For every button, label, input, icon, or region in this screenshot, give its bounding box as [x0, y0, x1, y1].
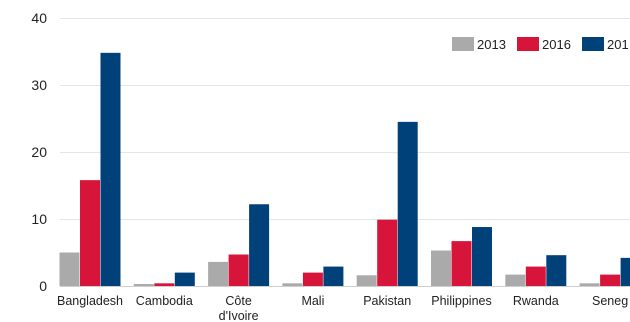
x-category-label: Mali [301, 294, 324, 308]
bar-2013-seneg [579, 283, 600, 286]
bar-201-pakistan [397, 121, 418, 286]
bar-201-cambodia [174, 272, 195, 286]
x-axis-category-labels: Bangladesh Cambodia Côte d'Ivoire Mali Pakist… [57, 294, 628, 322]
legend-label-2016: 2016 [542, 37, 571, 52]
bar-2013-pakistan [356, 275, 377, 286]
y-tick-label: 0 [39, 278, 47, 294]
bar-201-philippines [472, 227, 492, 286]
bar-2013-rwanda [505, 274, 526, 286]
bar-2013-c-te-d-ivoire [208, 261, 229, 286]
y-tick-label: 10 [31, 211, 47, 227]
bars [59, 52, 630, 287]
x-category-label-line: d'Ivoire [219, 309, 259, 322]
legend-label-201: 201 [607, 37, 629, 52]
legend-swatch-2013 [452, 37, 474, 51]
x-category-label: Bangladesh [57, 294, 123, 308]
bar-2016-seneg [600, 274, 621, 286]
y-axis-tick-labels: 0 10 20 30 40 [31, 10, 47, 294]
x-category-label: Rwanda [513, 294, 559, 308]
bar-2013-philippines [431, 250, 451, 286]
x-category-label: Philippines [431, 294, 491, 308]
bar-2016-c-te-d-ivoire [228, 254, 249, 286]
bar-201-c-te-d-ivoire [249, 204, 270, 286]
gridlines [60, 18, 630, 287]
x-category-label-line: Pakistan [363, 294, 411, 308]
y-tick-label: 20 [31, 144, 47, 160]
legend-swatch-2016 [517, 37, 539, 51]
bar-201-mali [323, 266, 344, 286]
bar-2013-mali [282, 283, 303, 286]
bar-201-rwanda [546, 255, 567, 286]
y-tick-label: 30 [31, 77, 47, 93]
x-category-label: Cambodia [136, 294, 193, 308]
x-category-label-line: Cambodia [136, 294, 193, 308]
x-category-label-line: Seneg [592, 294, 628, 308]
bar-2016-cambodia [154, 283, 175, 286]
bar-2016-bangladesh [80, 180, 100, 286]
x-category-label-line: Côte [225, 294, 251, 308]
bar-201-bangladesh [100, 52, 121, 287]
x-category-label-line: Philippines [431, 294, 491, 308]
x-category-label: Côte d'Ivoire [219, 294, 259, 322]
legend-label-2013: 2013 [477, 37, 506, 52]
bar-2016-mali [302, 272, 323, 286]
bar-2013-cambodia [133, 283, 154, 286]
x-category-label: Seneg [592, 294, 628, 308]
legend: 2013 2016 201 [452, 37, 629, 52]
x-category-label-line: Bangladesh [57, 294, 123, 308]
x-category-label-line: Rwanda [513, 294, 559, 308]
bar-201-seneg [620, 257, 630, 286]
bar-2016-pakistan [377, 219, 398, 286]
bar-2013-bangladesh [59, 252, 80, 286]
x-category-label-line: Mali [301, 294, 324, 308]
y-tick-label: 40 [31, 10, 47, 26]
legend-swatch-201 [582, 37, 604, 51]
bar-2016-philippines [451, 241, 472, 286]
bar-2016-rwanda [525, 266, 546, 286]
x-category-label: Pakistan [363, 294, 411, 308]
